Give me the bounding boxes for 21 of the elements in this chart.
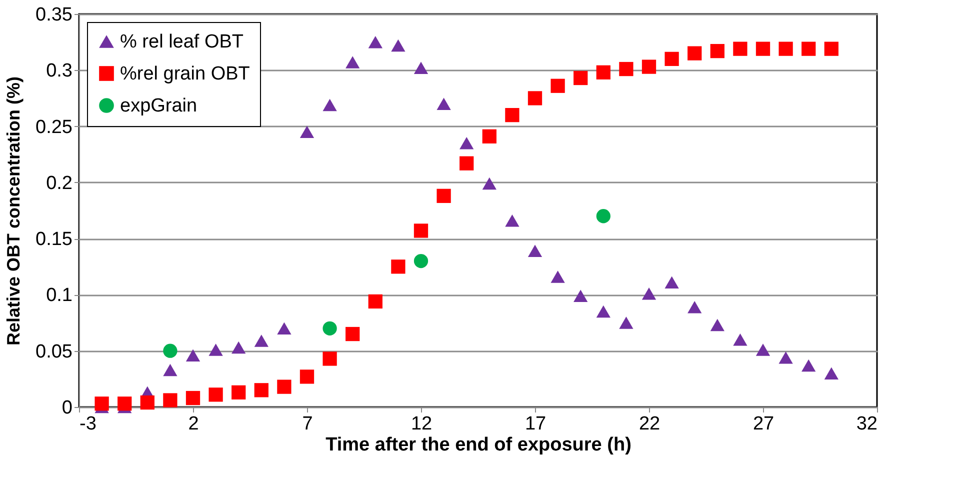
y-axis-title: Relative OBT concentration (%) bbox=[4, 76, 24, 346]
y-tick-label: 0.25 bbox=[36, 116, 72, 138]
y-tick-label: 0.1 bbox=[46, 285, 72, 306]
x-tick-label: 12 bbox=[410, 414, 432, 434]
y-tick-label: 0.15 bbox=[36, 229, 72, 250]
x-tick-label: 27 bbox=[752, 414, 774, 434]
y-tick-label: 0.3 bbox=[46, 60, 72, 82]
legend-label: %rel grain OBT bbox=[120, 64, 250, 84]
y-tick-label: 0.35 bbox=[36, 4, 72, 26]
legend-label: % rel leaf OBT bbox=[120, 32, 244, 52]
y-tick-label: 0.05 bbox=[36, 341, 72, 362]
y-tick-label: 0.2 bbox=[46, 172, 72, 194]
x-tick-label: 2 bbox=[188, 414, 199, 434]
y-tick-label: 0 bbox=[62, 398, 72, 418]
x-axis-title: Time after the end of exposure (h) bbox=[326, 434, 632, 456]
x-tick-label: -3 bbox=[80, 414, 96, 434]
legend-label: expGrain bbox=[120, 96, 198, 116]
x-tick-label: 32 bbox=[856, 414, 878, 434]
x-tick-label: 22 bbox=[638, 414, 660, 434]
x-tick-label: 17 bbox=[524, 414, 546, 434]
x-tick-label: 7 bbox=[302, 414, 313, 434]
